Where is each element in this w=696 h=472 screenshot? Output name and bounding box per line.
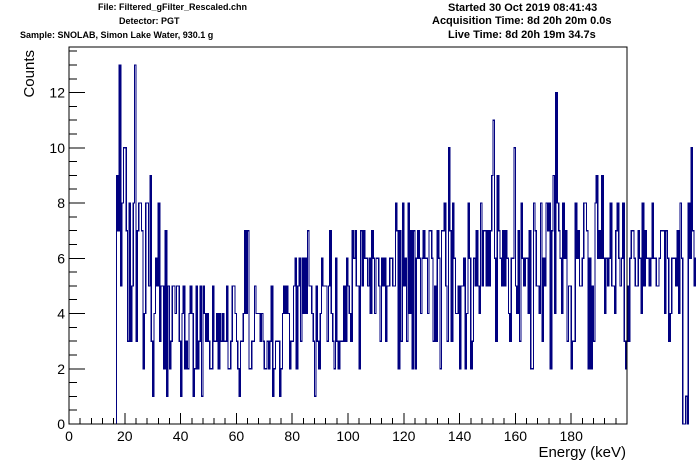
x-tick-label: 60 (229, 428, 245, 444)
x-tick-label: 80 (284, 428, 300, 444)
y-tick-label: 8 (57, 195, 65, 211)
y-tick-label: 4 (57, 306, 65, 322)
y-axis-ticks: 0 2 4 6 8 10 12 (49, 50, 85, 432)
spectrum-histogram-line (115, 64, 696, 425)
x-axis-ticks: 0 20 40 60 80 100 120 140 160 180 (65, 413, 628, 444)
y-tick-label: 2 (57, 361, 65, 377)
y-tick-label: 10 (49, 140, 65, 156)
file-name-label: File: Filtered_gFilter_Rescaled.chn (98, 2, 248, 12)
x-tick-label: 160 (504, 428, 528, 444)
start-time-label: Started 30 Oct 2019 08:41:43 (448, 2, 598, 14)
x-tick-label: 100 (336, 428, 360, 444)
y-tick-label: 12 (49, 85, 65, 101)
x-tick-label: 180 (560, 428, 584, 444)
y-tick-label: 0 (57, 416, 65, 432)
x-tick-label: 20 (117, 428, 133, 444)
x-tick-label: 0 (65, 428, 73, 444)
live-time-label: Live Time: 8d 20h 19m 34.7s (448, 29, 596, 41)
y-tick-label: 6 (57, 250, 65, 266)
x-tick-label: 140 (448, 428, 472, 444)
x-tick-label: 120 (392, 428, 416, 444)
y-axis-title: Counts (21, 50, 38, 98)
x-tick-label: 40 (173, 428, 189, 444)
x-axis-title: Energy (keV) (538, 444, 626, 461)
detector-label: Detector: PGT (119, 16, 180, 26)
acquisition-time-label: Acquisition Time: 8d 20h 20m 0.0s (432, 15, 612, 27)
sample-label: Sample: SNOLAB, Simon Lake Water, 930.1 … (20, 30, 214, 40)
